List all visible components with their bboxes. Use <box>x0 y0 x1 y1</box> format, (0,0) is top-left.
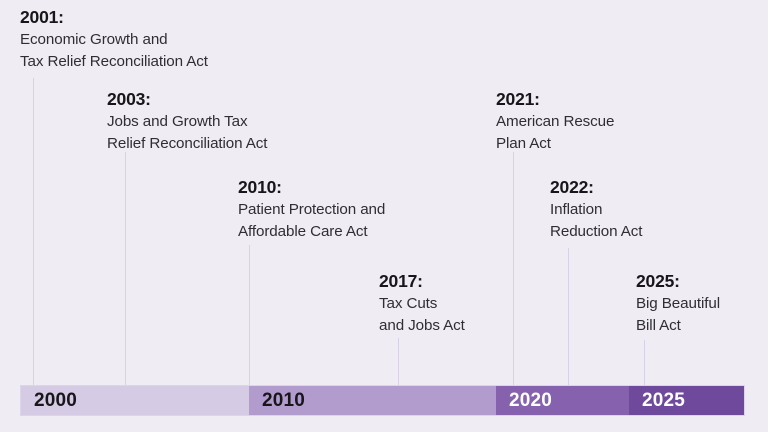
axis-segment-2010: 2010 <box>249 386 496 415</box>
timeline-event-2021: 2021: American Rescue Plan Act <box>496 88 614 155</box>
event-description-line: Affordable Care Act <box>238 222 368 240</box>
axis-segment-2020: 2020 <box>496 386 629 415</box>
axis-segment-label: 2020 <box>509 389 553 411</box>
axis-segment-label: 2025 <box>642 389 686 411</box>
connector-line-2001 <box>33 78 34 385</box>
event-description-line: Inflation <box>550 201 603 219</box>
event-description-line: Tax Cuts <box>379 295 438 313</box>
event-year-label: 2021: <box>496 89 540 109</box>
event-description-line: Reduction Act <box>550 222 643 240</box>
timeline-event-2025: 2025: Big Beautiful Bill Act <box>636 270 720 337</box>
event-description-line: American Rescue <box>496 113 615 131</box>
connector-line-2010 <box>249 245 250 385</box>
event-description-line: Jobs and Growth Tax <box>107 113 248 131</box>
event-year-label: 2001: <box>20 7 64 27</box>
axis-segment-2000: 2000 <box>21 386 249 415</box>
event-year-label: 2025: <box>636 271 680 291</box>
event-year-label: 2017: <box>379 271 423 291</box>
axis-segment-label: 2010 <box>262 389 306 411</box>
event-description-line: Relief Reconciliation Act <box>107 134 268 152</box>
event-description-line: Patient Protection and <box>238 201 386 219</box>
event-year-label: 2010: <box>238 177 282 197</box>
connector-line-2025 <box>644 340 645 385</box>
event-description-line: Bill Act <box>636 316 681 334</box>
connector-line-2021 <box>513 152 514 385</box>
timeline-event-2001: 2001: Economic Growth and Tax Relief Rec… <box>20 6 208 73</box>
axis-segment-2025: 2025 <box>629 386 744 415</box>
timeline-event-2017: 2017: Tax Cuts and Jobs Act <box>379 270 465 337</box>
event-description-line: Economic Growth and <box>20 31 168 49</box>
axis-segment-label: 2000 <box>34 389 78 411</box>
connector-line-2022 <box>568 248 569 385</box>
decade-axis-bar: 2000 2010 2020 2025 <box>20 385 745 416</box>
event-year-label: 2003: <box>107 89 151 109</box>
timeline-event-2022: 2022: Inflation Reduction Act <box>550 176 643 243</box>
connector-line-2003 <box>125 152 126 385</box>
timeline-event-2010: 2010: Patient Protection and Affordable … <box>238 176 385 243</box>
event-description-line: Plan Act <box>496 134 551 152</box>
event-year-label: 2022: <box>550 177 594 197</box>
connector-line-2017 <box>398 338 399 385</box>
event-description-line: and Jobs Act <box>379 316 465 334</box>
event-description-line: Tax Relief Reconciliation Act <box>20 52 208 70</box>
event-description-line: Big Beautiful <box>636 295 720 313</box>
timeline-event-2003: 2003: Jobs and Growth Tax Relief Reconci… <box>107 88 268 155</box>
